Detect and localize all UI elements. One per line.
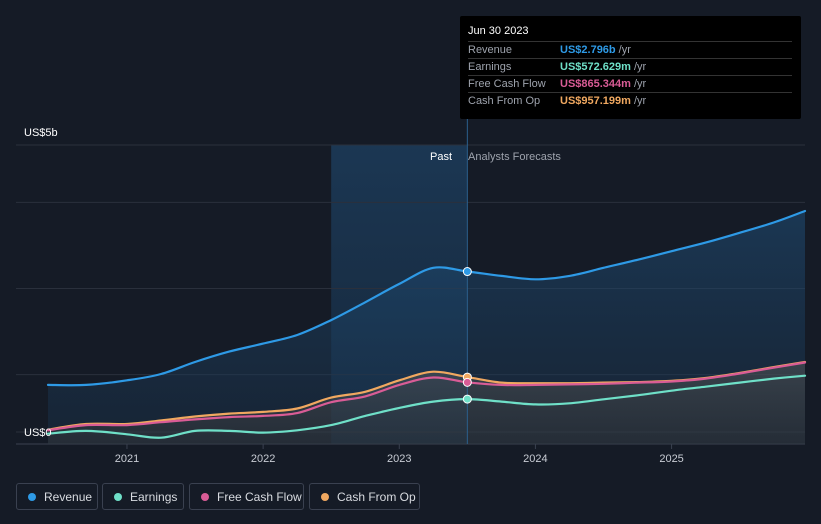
tooltip-row-cash-from-op: Cash From Op US$957.199m/yr — [468, 92, 792, 110]
tooltip-row-earnings: Earnings US$572.629m/yr — [468, 58, 792, 76]
legend-item-free-cash-flow[interactable]: Free Cash Flow — [189, 483, 304, 510]
earnings-line — [46, 374, 807, 439]
series-markers — [462, 267, 472, 404]
earnings-dot-icon — [114, 493, 122, 501]
tooltip: Jun 30 2023 Revenue US$2.796b/yr Earning… — [460, 16, 801, 119]
tooltip-row-free-cash-flow: Free Cash Flow US$865.344m/yr — [468, 75, 792, 93]
tooltip-value: US$572.629m — [560, 61, 631, 73]
legend-label: Earnings — [130, 490, 178, 504]
earnings-marker — [462, 394, 472, 404]
y-top-label: US$5b — [24, 127, 58, 139]
tooltip-label: Earnings — [468, 61, 512, 73]
tooltip-label: Revenue — [468, 44, 513, 56]
free-cash-flow-marker — [462, 377, 472, 387]
past-label: Past — [430, 151, 452, 163]
legend-item-earnings[interactable]: Earnings — [102, 483, 184, 510]
cash-from-op-dot-icon — [321, 493, 329, 501]
legend-label: Revenue — [44, 490, 93, 504]
free-cash-flow-line — [46, 361, 807, 432]
tooltip-unit: /yr — [633, 95, 647, 107]
tooltip-unit: /yr — [633, 78, 647, 90]
series-lines — [46, 209, 807, 439]
x-tick-label: 2024 — [523, 453, 547, 465]
tooltip-row-revenue: Revenue US$2.796b/yr — [468, 41, 792, 59]
legend-label: Cash From Op — [337, 490, 416, 504]
tooltip-unit: /yr — [633, 61, 647, 73]
revenue-line — [46, 209, 807, 387]
y-bottom-label: US$0 — [24, 427, 52, 439]
x-tick-label: 2022 — [251, 453, 275, 465]
legend-item-cash-from-op[interactable]: Cash From Op — [309, 483, 420, 510]
forecast-label: Analysts Forecasts — [468, 151, 561, 163]
tooltip-value: US$865.344m — [560, 78, 631, 90]
tooltip-value: US$957.199m — [560, 95, 631, 107]
tooltip-unit: /yr — [618, 44, 631, 56]
legend-label: Free Cash Flow — [217, 490, 302, 504]
x-tick-label: 2023 — [387, 453, 411, 465]
free-cash-flow-dot-icon — [201, 493, 209, 501]
revenue-marker — [462, 267, 472, 277]
x-tick-label: 2025 — [659, 453, 683, 465]
legend-item-revenue[interactable]: Revenue — [16, 483, 98, 510]
tooltip-value: US$2.796b — [560, 44, 616, 56]
revenue-dot-icon — [28, 493, 36, 501]
x-tick-label: 2021 — [115, 453, 139, 465]
x-axis-ticks: 2021 2022 2023 2024 2025 — [115, 444, 684, 465]
tooltip-label: Cash From Op — [468, 95, 541, 107]
tooltip-label: Free Cash Flow — [468, 78, 546, 90]
tooltip-date: Jun 30 2023 — [468, 25, 529, 37]
